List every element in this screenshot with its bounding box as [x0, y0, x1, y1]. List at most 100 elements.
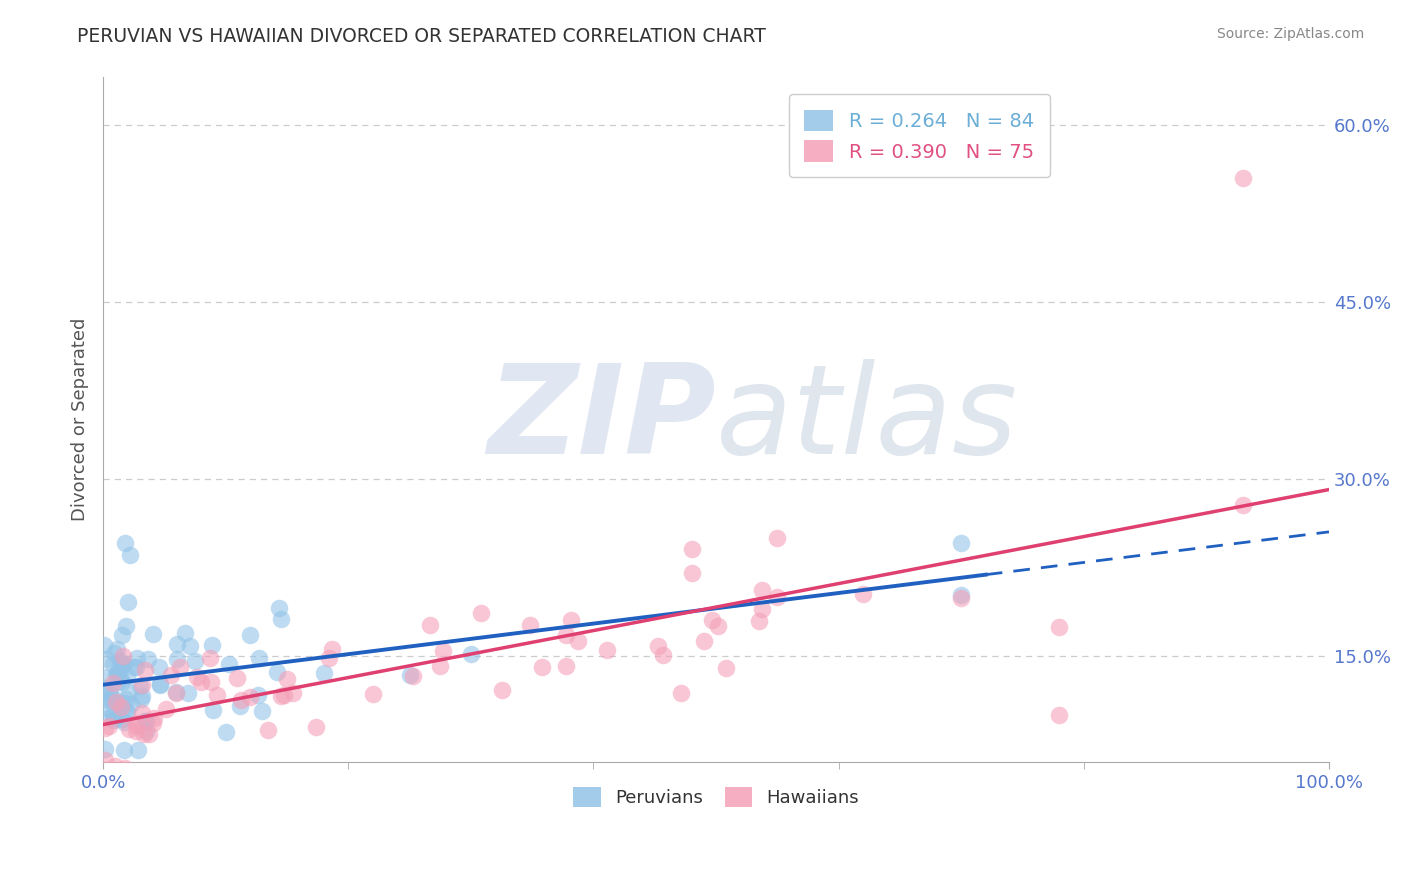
Point: [751, 583, 773, 598]
Point: [114, 536, 136, 550]
Point: [110, 712, 132, 726]
Point: [134, 663, 156, 677]
Point: [647, 640, 669, 654]
Point: [101, 657, 124, 671]
Point: [129, 691, 152, 706]
Point: [115, 619, 138, 633]
Point: [131, 678, 153, 692]
Point: [419, 618, 441, 632]
Point: [105, 665, 128, 680]
Point: [700, 613, 723, 627]
Point: [432, 644, 454, 658]
Point: [276, 673, 298, 687]
Point: [155, 702, 177, 716]
Point: [120, 549, 142, 563]
Point: [134, 727, 156, 741]
Point: [136, 652, 159, 666]
Point: [218, 657, 240, 671]
Point: [101, 714, 124, 728]
Point: [266, 665, 288, 679]
Point: [94, 753, 117, 767]
Point: [950, 589, 973, 603]
Point: [169, 660, 191, 674]
Point: [270, 612, 292, 626]
Point: [239, 627, 262, 641]
Point: [108, 662, 131, 676]
Point: [165, 686, 187, 700]
Point: [402, 668, 425, 682]
Point: [101, 708, 124, 723]
Point: [98, 710, 121, 724]
Point: [101, 690, 124, 705]
Point: [560, 613, 582, 627]
Point: [225, 671, 247, 685]
Point: [165, 685, 187, 699]
Point: [117, 669, 139, 683]
Point: [143, 711, 166, 725]
Point: [177, 686, 200, 700]
Point: [107, 674, 129, 689]
Point: [519, 617, 541, 632]
Point: [252, 704, 274, 718]
Point: [714, 661, 737, 675]
Point: [179, 639, 201, 653]
Point: [104, 712, 127, 726]
Point: [134, 714, 156, 728]
Point: [202, 703, 225, 717]
Point: [200, 674, 222, 689]
Point: [112, 648, 135, 663]
Point: [110, 700, 132, 714]
Legend: Peruvians, Hawaiians: Peruvians, Hawaiians: [567, 780, 866, 814]
Point: [94, 741, 117, 756]
Point: [108, 699, 131, 714]
Point: [125, 650, 148, 665]
Point: [207, 689, 229, 703]
Point: [138, 727, 160, 741]
Point: [135, 714, 157, 728]
Text: PERUVIAN VS HAWAIIAN DIVORCED OR SEPARATED CORRELATION CHART: PERUVIAN VS HAWAIIAN DIVORCED OR SEPARAT…: [77, 27, 766, 45]
Point: [166, 637, 188, 651]
Point: [135, 724, 157, 739]
Point: [131, 689, 153, 703]
Point: [184, 654, 207, 668]
Point: [93, 721, 115, 735]
Point: [127, 743, 149, 757]
Point: [246, 688, 269, 702]
Point: [104, 695, 127, 709]
Point: [94, 652, 117, 666]
Point: [247, 651, 270, 665]
Point: [101, 676, 124, 690]
Point: [149, 677, 172, 691]
Point: [110, 628, 132, 642]
Point: [115, 692, 138, 706]
Point: [429, 659, 451, 673]
Point: [270, 689, 292, 703]
Point: [103, 646, 125, 660]
Point: [1047, 619, 1070, 633]
Text: atlas: atlas: [716, 359, 1018, 480]
Point: [94, 670, 117, 684]
Point: [93, 681, 115, 696]
Point: [96, 692, 118, 706]
Point: [766, 590, 789, 604]
Point: [105, 642, 128, 657]
Point: [554, 658, 576, 673]
Point: [131, 706, 153, 720]
Point: [470, 606, 492, 620]
Point: [114, 705, 136, 719]
Point: [112, 743, 135, 757]
Point: [114, 714, 136, 729]
Point: [117, 595, 139, 609]
Point: [186, 670, 208, 684]
Point: [108, 670, 131, 684]
Point: [112, 657, 135, 672]
Point: [118, 722, 141, 736]
Point: [148, 660, 170, 674]
Point: [256, 723, 278, 738]
Point: [681, 542, 703, 557]
Point: [950, 591, 973, 606]
Point: [115, 704, 138, 718]
Point: [120, 697, 142, 711]
Point: [852, 587, 875, 601]
Point: [93, 638, 115, 652]
